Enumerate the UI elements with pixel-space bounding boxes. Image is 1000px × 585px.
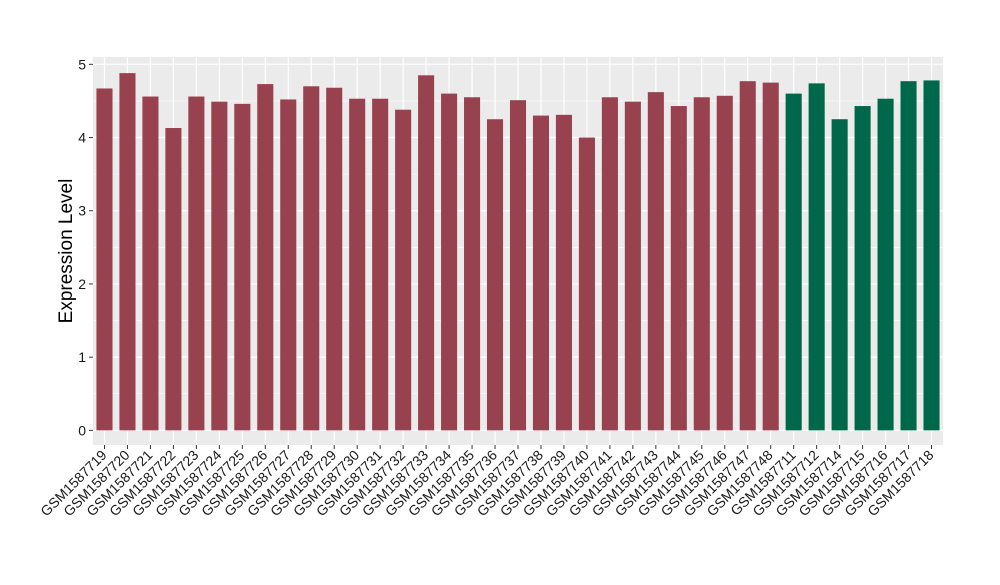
bar-GSM1587716 <box>877 98 894 431</box>
bar-GSM1587742 <box>624 101 641 431</box>
bar-GSM1587712 <box>808 83 825 431</box>
x-axis: GSM1587719GSM1587720GSM1587721GSM1587722… <box>37 445 937 519</box>
bar-GSM1587725 <box>234 103 251 431</box>
bar-GSM1587730 <box>349 98 366 431</box>
bar-GSM1587748 <box>762 82 779 431</box>
y-axis-label: Expression Level <box>56 179 77 324</box>
bar-GSM1587718 <box>923 80 940 431</box>
y-tick-label: 0 <box>78 422 86 438</box>
bar-GSM1587745 <box>693 97 710 431</box>
y-axis: 0 1 2 3 4 5 <box>78 56 93 438</box>
bar-GSM1587731 <box>372 98 389 431</box>
bar-GSM1587711 <box>785 93 802 431</box>
bar-GSM1587732 <box>395 109 412 431</box>
bar-GSM1587747 <box>739 81 756 431</box>
bar-GSM1587727 <box>280 99 297 431</box>
y-tick-label: 1 <box>78 349 86 365</box>
bar-GSM1587723 <box>188 96 205 431</box>
bar-GSM1587719 <box>96 88 113 431</box>
bar-GSM1587721 <box>142 96 159 431</box>
y-tick-label: 5 <box>78 56 86 72</box>
bar-GSM1587717 <box>900 81 917 431</box>
bar-GSM1587724 <box>211 101 228 431</box>
y-tick-label: 4 <box>78 130 86 146</box>
bar-GSM1587722 <box>165 128 182 431</box>
bar-GSM1587726 <box>257 84 274 431</box>
bar-GSM1587740 <box>578 137 595 431</box>
bar-GSM1587728 <box>303 86 320 431</box>
bar-GSM1587733 <box>418 75 435 431</box>
bar-GSM1587746 <box>716 95 733 431</box>
bar-GSM1587741 <box>601 97 618 431</box>
bar-GSM1587734 <box>441 93 458 431</box>
bar-GSM1587743 <box>647 92 664 431</box>
bars <box>96 73 940 431</box>
bar-GSM1587735 <box>464 97 481 431</box>
bar-GSM1587720 <box>119 73 136 431</box>
bar-GSM1587715 <box>854 106 871 431</box>
bar-GSM1587736 <box>486 119 504 431</box>
y-tick-label: 2 <box>78 276 86 292</box>
bar-GSM1587738 <box>532 115 550 431</box>
bar-GSM1587737 <box>509 100 527 431</box>
bar-GSM1587714 <box>831 119 848 431</box>
bar-GSM1587739 <box>555 114 572 431</box>
bar-GSM1587729 <box>326 87 343 431</box>
bar-GSM1587744 <box>670 106 687 431</box>
y-tick-label: 3 <box>78 203 86 219</box>
